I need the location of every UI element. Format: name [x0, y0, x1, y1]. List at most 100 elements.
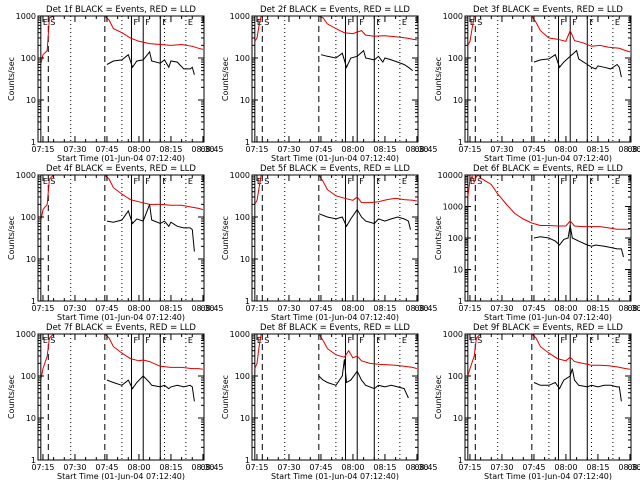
x-tick-label: 08:30: [405, 304, 428, 313]
x-tick-label: 07:15: [458, 304, 481, 313]
y-tick-label: 10: [26, 414, 36, 423]
marker-label: F: [589, 18, 594, 27]
y-tick-label: 1000: [443, 12, 463, 21]
events-series-line: [533, 49, 622, 78]
marker-label: E: [188, 177, 193, 186]
marker-label: F: [162, 18, 167, 27]
y-axis-label: Counts/sec: [221, 375, 230, 419]
marker-label: E: [188, 18, 193, 27]
marker-label: E: [470, 177, 475, 186]
x-tick-label: 08:15: [586, 145, 609, 154]
marker-label: E: [402, 18, 407, 27]
x-tick-label: 08:00: [554, 463, 577, 472]
y-tick-label: 1: [31, 297, 36, 306]
marker-label: E: [43, 177, 48, 186]
y-axis-label: Counts/sec: [434, 57, 443, 101]
y-tick-label: 1: [245, 456, 250, 465]
events-series-line: [320, 49, 414, 71]
plot-frame: [251, 15, 419, 143]
x-tick-label: 08:30: [618, 145, 640, 154]
y-tick-label: 1: [245, 138, 250, 147]
y-axis-label: Counts/sec: [434, 375, 443, 419]
x-axis-label: Start Time (01-Jun-04 07:12:40): [271, 472, 399, 480]
marker-label: F: [589, 336, 594, 345]
x-tick-label: 08:00: [127, 463, 150, 472]
marker-label: S: [50, 18, 55, 27]
events-series-line: [106, 204, 195, 252]
plot-frame: [251, 174, 419, 302]
x-tick-label: 07:15: [245, 145, 268, 154]
lld-series-line: [467, 334, 630, 377]
marker-label: S: [477, 336, 482, 345]
x-tick-label: 07:30: [63, 463, 86, 472]
marker-label: F: [359, 18, 364, 27]
x-tick-label: 07:45: [522, 304, 545, 313]
plot-frame: [464, 333, 632, 461]
marker-label: F: [145, 336, 150, 345]
x-tick-label: 07:45: [95, 145, 118, 154]
x-tick-label: 07:30: [277, 304, 300, 313]
lld-series-line: [467, 175, 630, 230]
marker-label: E: [188, 336, 193, 345]
y-tick-label: 10: [453, 96, 463, 105]
marker-label: F: [145, 177, 150, 186]
x-tick-label: 08:30: [405, 145, 428, 154]
plot-frame: [37, 333, 205, 461]
y-tick-label: 100: [21, 213, 36, 222]
x-tick-label: 07:30: [63, 304, 86, 313]
marker-label: F: [560, 336, 565, 345]
x-axis-label: Start Time (01-Jun-04 07:12:40): [484, 472, 612, 480]
x-tick-label: 08:15: [159, 463, 182, 472]
x-tick-label: 08:00: [341, 304, 364, 313]
panel-title: Det 2f BLACK = Events, RED = LLD: [260, 5, 410, 15]
x-tick-label: 08:00: [341, 145, 364, 154]
y-tick-label: 1: [458, 297, 463, 306]
marker-label: S: [264, 18, 269, 27]
y-tick-label: 100: [448, 234, 463, 243]
x-tick-label: 08:30: [405, 463, 428, 472]
lld-series-line: [254, 16, 417, 42]
marker-label: S: [477, 18, 482, 27]
y-tick-label: 10: [26, 96, 36, 105]
y-tick-label: 100: [21, 372, 36, 381]
lld-series-line: [40, 16, 204, 65]
y-axis-label: Counts/sec: [434, 216, 443, 260]
x-tick-label: 07:30: [490, 145, 513, 154]
x-tick-label: 08:30: [191, 145, 214, 154]
y-axis-label: Counts/sec: [7, 375, 16, 419]
marker-label: S: [50, 177, 55, 186]
events-series-line: [106, 50, 195, 75]
y-tick-label: 1000: [230, 171, 250, 180]
marker-label: E: [402, 336, 407, 345]
x-tick-label: 07:15: [31, 463, 54, 472]
x-tick-label: 07:30: [490, 304, 513, 313]
y-tick-label: 1: [458, 138, 463, 147]
marker-label: E: [615, 18, 620, 27]
lld-series-line: [40, 334, 203, 381]
y-tick-label: 10: [240, 255, 250, 264]
x-tick-label: 07:15: [458, 145, 481, 154]
x-tick-label: 07:45: [522, 145, 545, 154]
x-tick-label: 07:15: [458, 463, 481, 472]
marker-label: F: [133, 177, 138, 186]
y-tick-label: 1: [31, 138, 36, 147]
events-series-line: [533, 225, 624, 258]
x-axis-label: Start Time (01-Jun-04 07:12:40): [57, 472, 185, 480]
x-tick-label: 07:45: [522, 463, 545, 472]
y-tick-label: 10000: [438, 171, 463, 180]
x-tick-label: 08:15: [159, 304, 182, 313]
y-axis-label: Counts/sec: [7, 216, 16, 260]
x-tick-label: 08:45: [200, 145, 223, 154]
x-axis-label: Start Time (01-Jun-04 07:12:40): [57, 154, 185, 163]
marker-label: F: [347, 336, 352, 345]
panel-title: Det 5f BLACK = Events, RED = LLD: [260, 164, 410, 174]
marker-label: F: [133, 18, 138, 27]
panel-title: Det 4f BLACK = Events, RED = LLD: [46, 164, 196, 174]
x-tick-label: 08:15: [159, 145, 182, 154]
